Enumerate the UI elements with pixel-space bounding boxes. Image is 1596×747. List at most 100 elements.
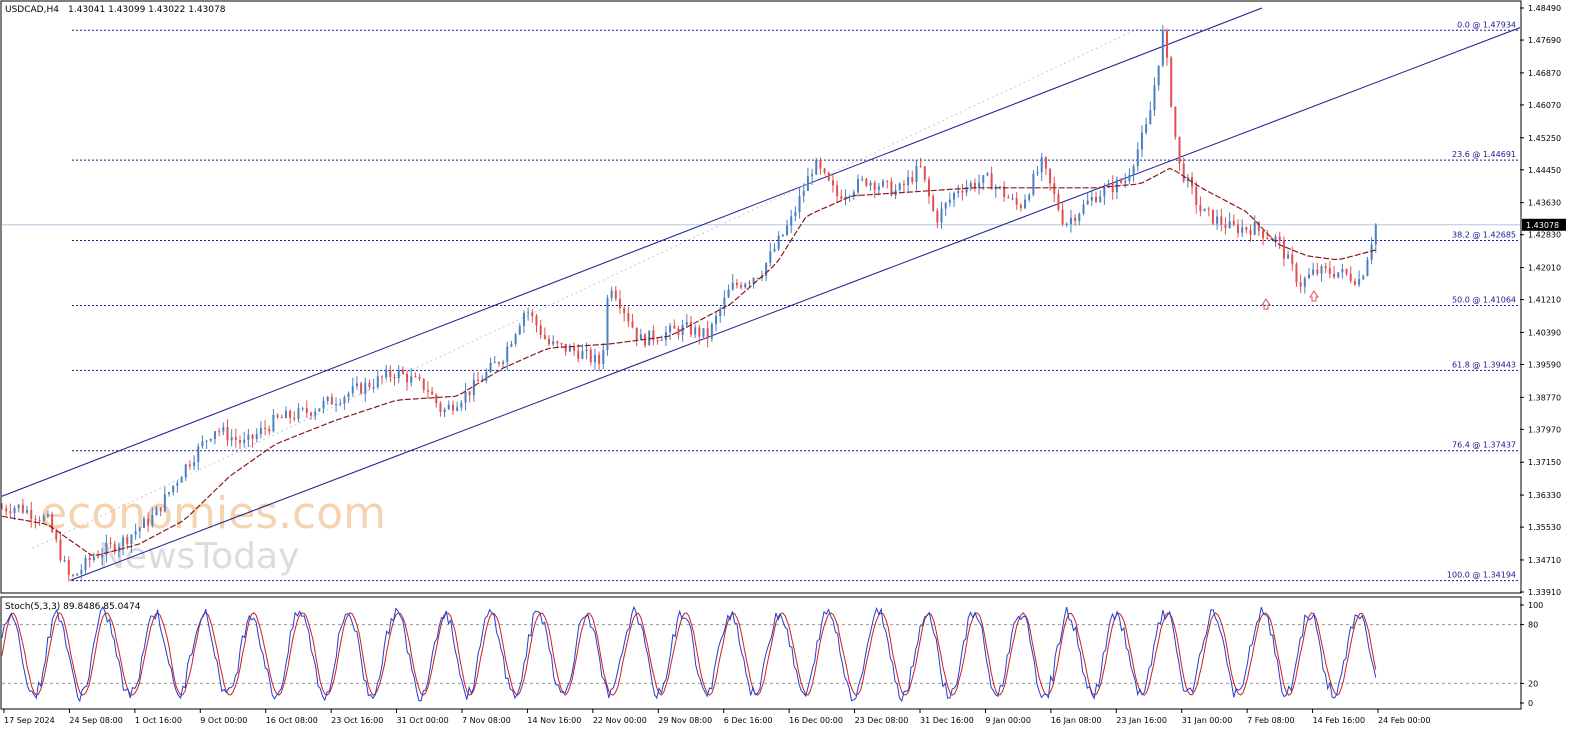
candle-body [197, 446, 200, 463]
candle-body [1195, 186, 1198, 205]
oscillator-tick-label: 80 [1528, 621, 1538, 630]
main-plot-frame [0, 0, 1522, 594]
candle-body [1161, 30, 1164, 66]
candle-body [568, 346, 571, 352]
candle-body [184, 464, 187, 478]
price-tick-label: 1.45250 [1528, 134, 1561, 143]
candle-body [689, 322, 692, 335]
candle-body [773, 248, 776, 252]
time-tick-label: 1 Oct 16:00 [135, 716, 182, 725]
candle-body [715, 315, 718, 324]
candle-body [953, 192, 956, 200]
candle-body [1078, 213, 1081, 222]
candle-body [1044, 157, 1047, 169]
fib-level-label: 100.0 @ 1.34194 [1447, 571, 1516, 580]
candle-body [506, 346, 509, 362]
candle-body [385, 370, 388, 378]
candle-body [34, 519, 37, 521]
candle-body [882, 180, 885, 187]
candle-body [1174, 106, 1177, 137]
candle-body [1178, 136, 1181, 164]
candle-body [948, 199, 951, 203]
candle-body [1232, 220, 1235, 225]
candle-body [827, 172, 830, 181]
candle-body [163, 494, 166, 512]
candle-body [1199, 204, 1202, 212]
candle-body [1132, 166, 1135, 175]
candle-body [314, 411, 317, 416]
price-tick-label: 1.47690 [1528, 36, 1561, 45]
candle-body [410, 376, 413, 383]
candle-body [1224, 224, 1227, 229]
candle-body [1253, 222, 1256, 235]
candle-body [205, 440, 208, 442]
candle-body [852, 192, 855, 197]
candle-body [422, 378, 425, 390]
candle-body [309, 412, 312, 416]
candle-body [456, 407, 459, 411]
candle-body [63, 560, 66, 562]
time-tick-label: 7 Nov 08:00 [462, 716, 511, 725]
candle-body [376, 376, 379, 388]
price-tick-label: 1.44450 [1528, 166, 1561, 175]
fib-level-label: 38.2 @ 1.42685 [1452, 231, 1516, 240]
candle-body [426, 389, 429, 392]
current-price-label: 1.43078 [1526, 221, 1559, 230]
candle-body [836, 185, 839, 197]
candle-body [226, 427, 229, 441]
candle-body [284, 410, 287, 419]
candle-body [1324, 266, 1327, 269]
candle-body [172, 485, 175, 493]
candle-body [1236, 224, 1239, 233]
candle-body [1287, 254, 1290, 259]
price-tick-label: 1.43630 [1528, 199, 1561, 208]
candle-body [1007, 197, 1010, 199]
candle-body [802, 190, 805, 197]
candle-body [1128, 174, 1131, 181]
candle-body [1211, 209, 1214, 224]
candle-body [1228, 220, 1231, 229]
candle-body [606, 297, 609, 351]
candle-body [1345, 268, 1348, 274]
stoch-signal-line [1, 612, 1377, 696]
candle-body [781, 234, 784, 236]
candle-body [168, 492, 171, 495]
time-tick-label: 24 Feb 00:00 [1378, 716, 1430, 725]
candle-body [1245, 227, 1248, 230]
candle-body [610, 290, 613, 298]
candle-body [564, 343, 567, 352]
time-tick-label: 9 Oct 00:00 [200, 716, 247, 725]
candle-body [531, 312, 534, 317]
candle-body [406, 373, 409, 383]
time-tick-label: 17 Sep 2024 [4, 716, 55, 725]
time-tick-label: 6 Dec 16:00 [724, 716, 773, 725]
candle-body [1337, 272, 1340, 278]
candle-body [289, 410, 292, 418]
candle-body [276, 414, 279, 418]
oscillator-tick-label: 100 [1528, 601, 1543, 610]
candle-body [209, 438, 212, 441]
candle-body [259, 428, 262, 435]
candle-body [97, 556, 100, 558]
candle-body [1024, 199, 1027, 209]
candle-body [518, 325, 521, 335]
price-tick-label: 1.41210 [1528, 296, 1561, 305]
candle-body [431, 391, 434, 395]
candle-body [1040, 157, 1043, 173]
candle-body [1090, 196, 1093, 201]
candle-body [1299, 282, 1302, 287]
candle-body [222, 427, 225, 432]
fib-level-label: 61.8 @ 1.39443 [1452, 360, 1516, 369]
candle-body [1349, 273, 1352, 281]
candle-body [343, 397, 346, 404]
candle-body [30, 509, 33, 520]
fib-level-label: 23.6 @ 1.44691 [1452, 150, 1516, 159]
candle-body [556, 341, 559, 344]
candle-body [543, 335, 546, 339]
candle-body [1170, 57, 1173, 107]
candle-body [380, 376, 383, 378]
candle-body [907, 177, 910, 186]
candle-body [1011, 198, 1014, 200]
candle-body [243, 439, 246, 443]
candle-body [339, 403, 342, 405]
